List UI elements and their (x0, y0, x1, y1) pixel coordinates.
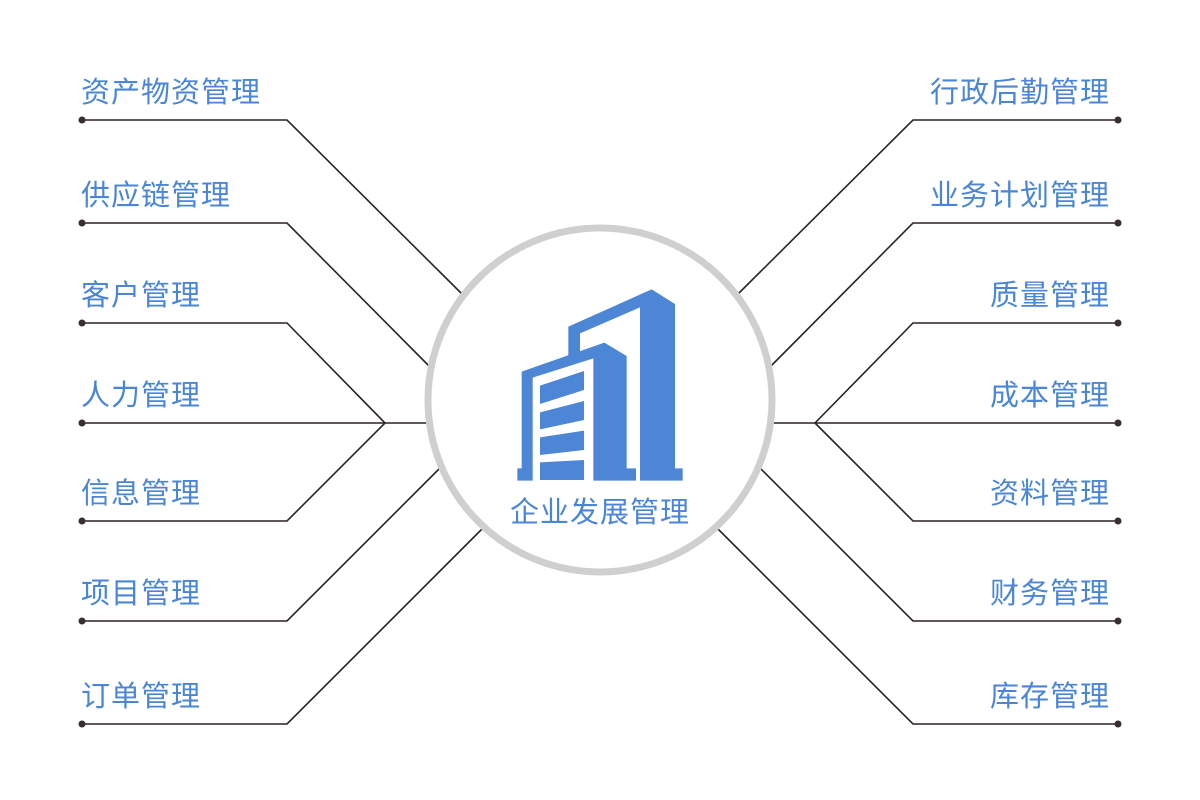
left-endpoint-dot (78, 319, 86, 327)
right-endpoint-dot (1114, 720, 1122, 728)
right-item-label: 成本管理 (989, 378, 1110, 412)
right-item-label: 质量管理 (989, 278, 1110, 312)
left-item-label: 客户管理 (81, 278, 202, 312)
right-endpoint-dot (1114, 617, 1122, 625)
right-connector-line (759, 467, 1118, 622)
right-endpoint-dot (1114, 116, 1122, 124)
left-item-label: 资产物资管理 (81, 75, 262, 109)
right-endpoint-dot (1114, 219, 1122, 227)
left-connector-line (82, 222, 431, 368)
right-connector-line (769, 222, 1118, 368)
left-connector-line (82, 422, 386, 522)
right-item-label: 财务管理 (989, 576, 1110, 610)
right-connector-line (716, 527, 1118, 725)
right-item-label: 业务计划管理 (929, 178, 1110, 212)
right-connector-line (814, 422, 1118, 522)
right-item-label: 资料管理 (989, 476, 1110, 510)
left-endpoint-dot (78, 116, 86, 124)
left-endpoint-dot (78, 219, 86, 227)
office-building-icon (517, 289, 683, 481)
left-connector-line (82, 119, 463, 295)
left-item-label: 供应链管理 (81, 178, 232, 212)
left-connector-line (82, 467, 441, 622)
left-item-label: 项目管理 (81, 576, 202, 610)
left-endpoint-dot (78, 419, 86, 427)
right-connector-line (737, 119, 1118, 295)
right-item-label: 行政后勤管理 (929, 75, 1110, 109)
right-endpoint-dot (1114, 319, 1122, 327)
left-endpoint-dot (78, 517, 86, 525)
center-title: 企业发展管理 (509, 495, 690, 529)
right-connector-line (814, 322, 1118, 424)
left-endpoint-dot (78, 617, 86, 625)
left-endpoint-dot (78, 720, 86, 728)
right-endpoint-dot (1114, 419, 1122, 427)
left-connector-line (82, 322, 386, 424)
right-endpoint-dot (1114, 517, 1122, 525)
right-item-label: 库存管理 (989, 679, 1110, 713)
left-item-label: 信息管理 (81, 476, 202, 510)
left-item-label: 订单管理 (81, 679, 202, 713)
left-connector-line (82, 527, 484, 725)
left-item-label: 人力管理 (81, 378, 202, 412)
